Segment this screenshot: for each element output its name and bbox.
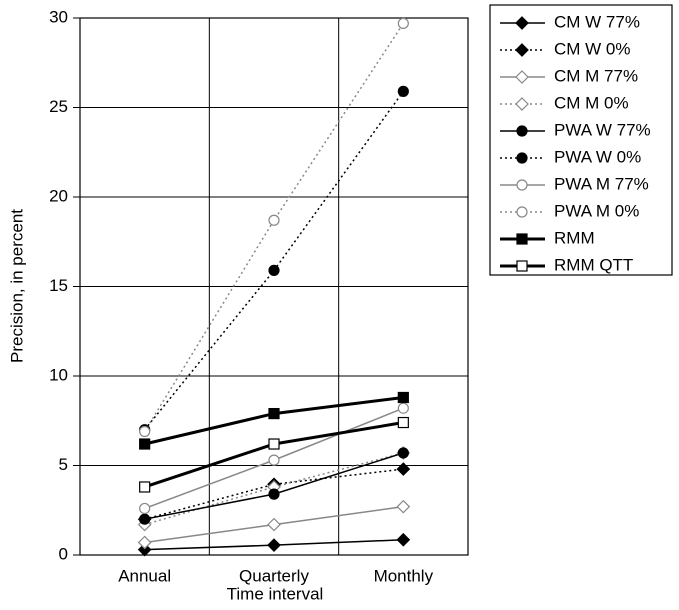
legend-label: CM W 77%	[554, 12, 640, 31]
legend-marker	[516, 206, 528, 218]
data-point	[137, 542, 152, 557]
data-point	[267, 538, 281, 553]
series-line	[144, 22, 404, 432]
x-tick-label: Annual	[118, 566, 171, 585]
legend-marker	[516, 179, 528, 191]
data-point	[268, 264, 280, 276]
legend-label: CM M 0%	[554, 93, 629, 112]
legend-marker	[515, 97, 529, 111]
data-point	[139, 513, 151, 525]
data-point	[397, 416, 409, 429]
legend-label: RMM QTT	[554, 255, 633, 274]
data-point	[397, 17, 409, 29]
data-point	[396, 532, 411, 547]
y-tick-label: 15	[49, 276, 68, 295]
x-axis-label: Time interval	[227, 584, 324, 603]
data-point	[396, 462, 411, 476]
y-tick-label: 25	[49, 97, 68, 116]
data-point	[268, 214, 280, 226]
legend-label: PWA M 77%	[554, 174, 649, 193]
x-tick-label: Monthly	[374, 566, 434, 585]
data-point	[397, 85, 409, 97]
data-point	[268, 454, 280, 466]
x-tick-label: Quarterly	[239, 566, 309, 585]
data-point	[396, 499, 411, 514]
series-line	[144, 90, 404, 431]
y-tick-label: 30	[49, 7, 68, 26]
legend-label: RMM	[554, 228, 595, 247]
legend-marker	[515, 70, 529, 84]
legend-label: PWA M 0%	[554, 201, 639, 220]
series-line	[144, 468, 404, 520]
legend-marker	[516, 260, 528, 272]
y-tick-label: 0	[59, 544, 68, 563]
data-point	[397, 402, 409, 414]
legend-label: PWA W 0%	[554, 147, 641, 166]
legend-marker	[515, 16, 529, 30]
y-tick-label: 5	[59, 455, 68, 474]
legend-marker	[515, 43, 529, 57]
data-point	[137, 535, 152, 550]
data-point	[268, 438, 280, 450]
data-point	[397, 391, 409, 404]
legend-marker	[516, 152, 528, 164]
legend-label: CM W 0%	[554, 39, 631, 58]
data-point	[139, 425, 151, 438]
data-point	[139, 438, 151, 450]
legend-marker	[516, 125, 528, 137]
data-point	[397, 447, 409, 459]
data-point	[268, 488, 280, 500]
data-point	[268, 407, 280, 420]
series-line	[144, 395, 404, 446]
legend-label: PWA W 77%	[554, 120, 651, 139]
y-tick-label: 10	[49, 365, 68, 384]
data-point	[139, 502, 151, 515]
legend-marker	[516, 233, 528, 245]
y-axis-label: Precision, in percent	[7, 209, 26, 363]
data-point	[267, 517, 281, 532]
data-point	[139, 481, 151, 493]
legend-label: CM M 77%	[554, 66, 638, 85]
y-tick-label: 20	[49, 186, 68, 205]
